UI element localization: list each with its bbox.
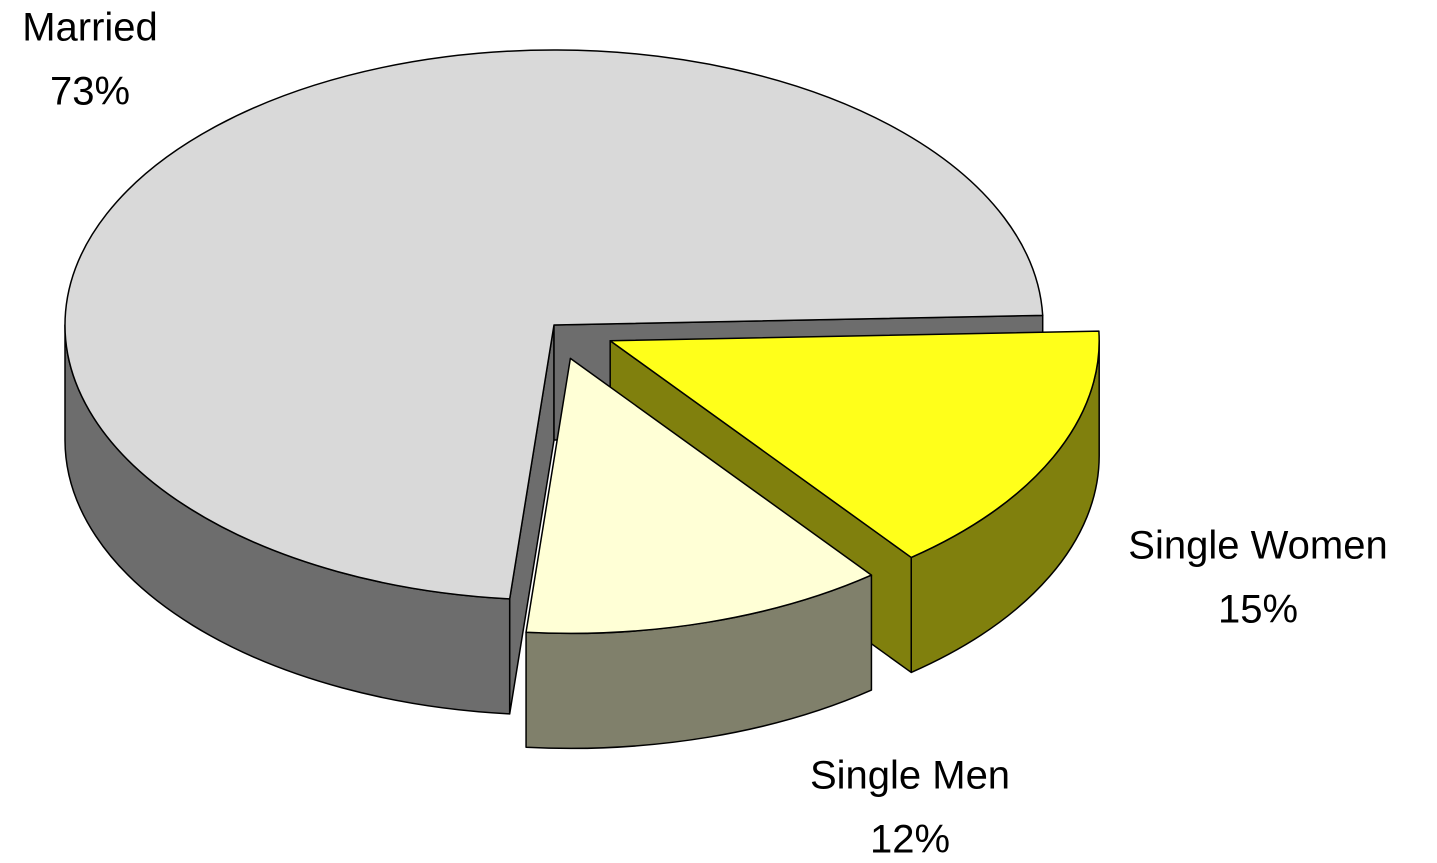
slice-value-label: 12%	[870, 818, 950, 862]
slice	[609, 330, 1100, 559]
slice-label: Single Men	[810, 754, 1010, 798]
slice-value-label: 73%	[50, 70, 130, 114]
slice-label: Married	[22, 6, 158, 50]
slice	[525, 357, 873, 635]
slice	[64, 49, 1044, 600]
slice-label: Single Women	[1128, 524, 1387, 568]
slice-value-label: 15%	[1218, 588, 1298, 632]
